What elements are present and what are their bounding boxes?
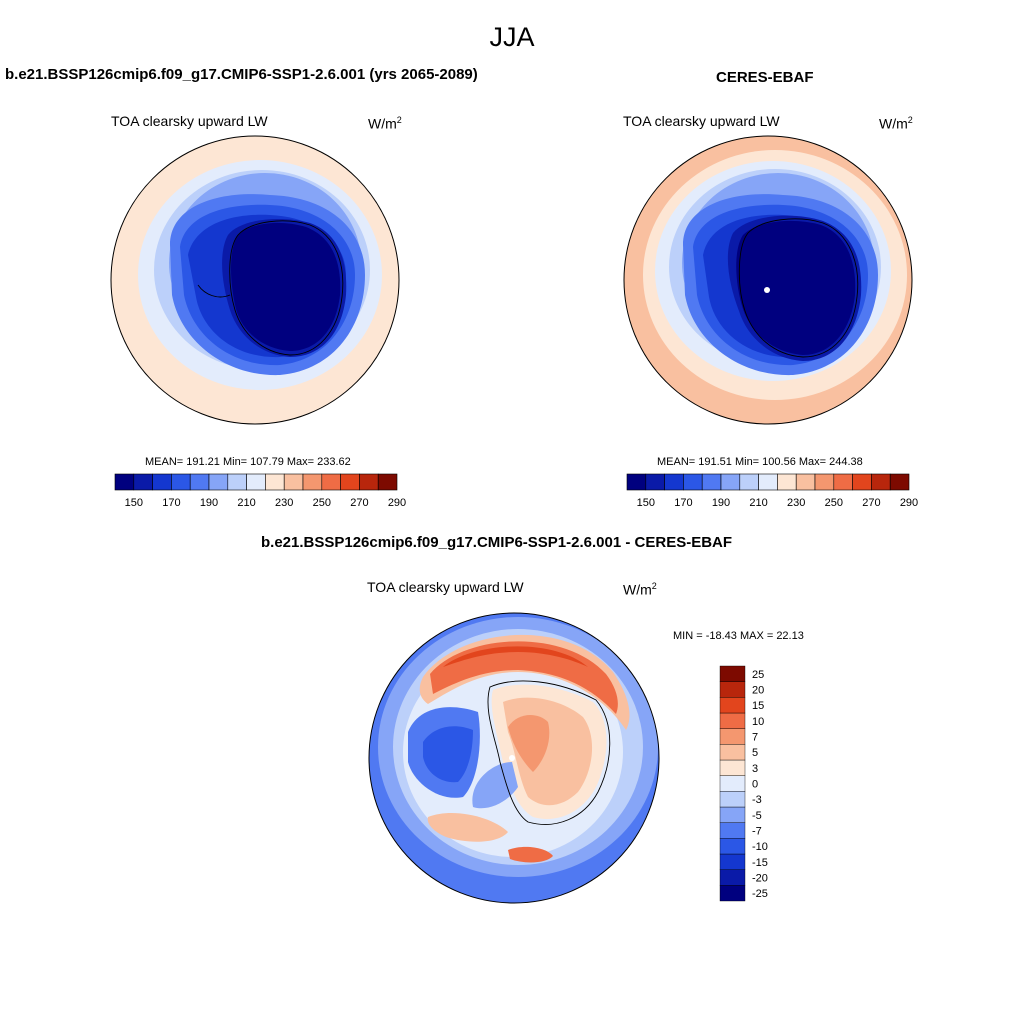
obs-colorbar-box bbox=[720, 473, 741, 491]
model-colorbar: 150 170 190 210 230 250 270 290 bbox=[114, 473, 406, 509]
diff-colorbar-tick-label: 15 bbox=[752, 700, 764, 712]
obs-colorbar-box bbox=[777, 473, 797, 491]
diff-colorbar-box bbox=[719, 806, 746, 823]
diff-colorbar-box bbox=[719, 822, 746, 839]
model-colorbar-box bbox=[302, 473, 323, 491]
diff-colorbar-box bbox=[719, 665, 746, 682]
diff-colorbar-tick-label: 5 bbox=[752, 747, 758, 759]
model-colorbar-tick-label: 290 bbox=[388, 497, 406, 509]
obs-colorbar: 150 170 190 210 230 250 270 290 bbox=[626, 473, 918, 509]
obs-colorbar-box bbox=[739, 473, 759, 491]
obs-colorbar-box bbox=[701, 473, 722, 491]
diff-colorbar-box bbox=[719, 712, 746, 729]
obs-colorbar-tick-label: 250 bbox=[825, 497, 843, 509]
obs-colorbar-box bbox=[683, 473, 703, 491]
model-stats: MEAN= 191.21 Min= 107.79 Max= 233.62 bbox=[145, 456, 351, 468]
model-colorbar-box bbox=[189, 473, 210, 491]
model-colorbar-tick-label: 170 bbox=[162, 497, 180, 509]
model-variable-label: TOA clearsky upward LW bbox=[111, 113, 268, 129]
model-colorbar-tick-label: 190 bbox=[200, 497, 218, 509]
model-colorbar-box bbox=[377, 473, 398, 491]
obs-colorbar-box bbox=[814, 473, 835, 491]
model-colorbar-tick-label: 270 bbox=[350, 497, 368, 509]
model-colorbar-box bbox=[265, 473, 285, 491]
diff-colorbar-box bbox=[719, 885, 746, 902]
model-colorbar-box bbox=[283, 473, 304, 491]
obs-colorbar-box bbox=[645, 473, 665, 491]
diff-colorbar-tick-label: -25 bbox=[752, 888, 768, 900]
model-colorbar-box bbox=[152, 473, 172, 491]
model-colorbar-tick-label: 210 bbox=[237, 497, 255, 509]
model-colorbar-box bbox=[227, 473, 247, 491]
obs-units-label: W/m2 bbox=[879, 115, 913, 132]
diff-polar-map bbox=[368, 612, 660, 904]
diff-colorbar-box bbox=[719, 791, 746, 808]
obs-colorbar-box bbox=[664, 473, 684, 491]
model-colorbar-box bbox=[340, 473, 360, 491]
diff-colorbar-box bbox=[719, 759, 746, 776]
diff-colorbar-tick-label: -3 bbox=[752, 794, 762, 806]
model-units-label: W/m2 bbox=[368, 115, 402, 132]
diff-colorbar-tick-label: 0 bbox=[752, 779, 758, 791]
diff-colorbar-tick-label: 20 bbox=[752, 685, 764, 697]
obs-colorbar-tick-label: 270 bbox=[862, 497, 880, 509]
model-colorbar-box bbox=[171, 473, 191, 491]
obs-colorbar-box bbox=[758, 473, 778, 491]
obs-colorbar-box bbox=[852, 473, 872, 491]
obs-colorbar-tick-label: 210 bbox=[749, 497, 767, 509]
model-colorbar-box bbox=[208, 473, 229, 491]
diff-colorbar-box bbox=[719, 775, 746, 792]
obs-colorbar-box bbox=[626, 473, 647, 491]
obs-colorbar-box bbox=[795, 473, 816, 491]
diff-colorbar-box bbox=[719, 744, 746, 761]
diff-panel-title: b.e21.BSSP126cmip6.f09_g17.CMIP6-SSP1-2.… bbox=[261, 534, 733, 551]
diff-colorbar-tick-label: -15 bbox=[752, 857, 768, 869]
obs-colorbar-tick-label: 230 bbox=[787, 497, 805, 509]
model-polar-map bbox=[110, 135, 400, 425]
model-colorbar-tick-label: 150 bbox=[125, 497, 143, 509]
diff-colorbar-tick-label: -7 bbox=[752, 826, 762, 838]
obs-panel-title: CERES-EBAF bbox=[716, 69, 814, 86]
model-colorbar-tick-label: 250 bbox=[313, 497, 331, 509]
diff-units-label: W/m2 bbox=[623, 581, 657, 598]
diff-colorbar-tick-label: -10 bbox=[752, 841, 768, 853]
diff-colorbar-box bbox=[719, 869, 746, 886]
model-colorbar-tick-label: 230 bbox=[275, 497, 293, 509]
diff-colorbar-box bbox=[719, 728, 746, 745]
diff-stats: MIN = -18.43 MAX = 22.13 bbox=[673, 630, 804, 642]
diff-colorbar-tick-label: 3 bbox=[752, 763, 758, 775]
diff-variable-label: TOA clearsky upward LW bbox=[367, 579, 524, 595]
obs-colorbar-box bbox=[833, 473, 853, 491]
obs-colorbar-tick-label: 290 bbox=[900, 497, 918, 509]
diff-colorbar-box bbox=[719, 681, 746, 698]
model-colorbar-box bbox=[321, 473, 341, 491]
obs-colorbar-box bbox=[889, 473, 910, 491]
diff-colorbar-box bbox=[719, 853, 746, 870]
diff-colorbar: -25 -20 -15 -10 -7 -5 -3 0 3 5 7 10 15 20 25 bbox=[719, 665, 768, 902]
obs-colorbar-tick-label: 190 bbox=[712, 497, 730, 509]
obs-polar-map bbox=[623, 135, 913, 425]
model-colorbar-box bbox=[359, 473, 379, 491]
model-colorbar-box bbox=[114, 473, 135, 491]
diff-colorbar-tick-label: -5 bbox=[752, 810, 762, 822]
obs-colorbar-box bbox=[871, 473, 891, 491]
diff-colorbar-box bbox=[719, 697, 746, 714]
obs-colorbar-tick-label: 170 bbox=[674, 497, 692, 509]
diff-colorbar-tick-label: 25 bbox=[752, 669, 764, 681]
figure-title: JJA bbox=[489, 22, 535, 52]
diff-colorbar-tick-label: 10 bbox=[752, 716, 764, 728]
obs-colorbar-tick-label: 150 bbox=[637, 497, 655, 509]
obs-variable-label: TOA clearsky upward LW bbox=[623, 113, 780, 129]
diff-colorbar-tick-label: -20 bbox=[752, 873, 768, 885]
diff-colorbar-box bbox=[719, 838, 746, 855]
model-colorbar-box bbox=[246, 473, 266, 491]
model-panel-title: b.e21.BSSP126cmip6.f09_g17.CMIP6-SSP1-2.… bbox=[5, 66, 478, 83]
obs-stats: MEAN= 191.51 Min= 100.56 Max= 244.38 bbox=[657, 456, 863, 468]
diff-colorbar-tick-label: 7 bbox=[752, 732, 758, 744]
model-colorbar-box bbox=[133, 473, 153, 491]
